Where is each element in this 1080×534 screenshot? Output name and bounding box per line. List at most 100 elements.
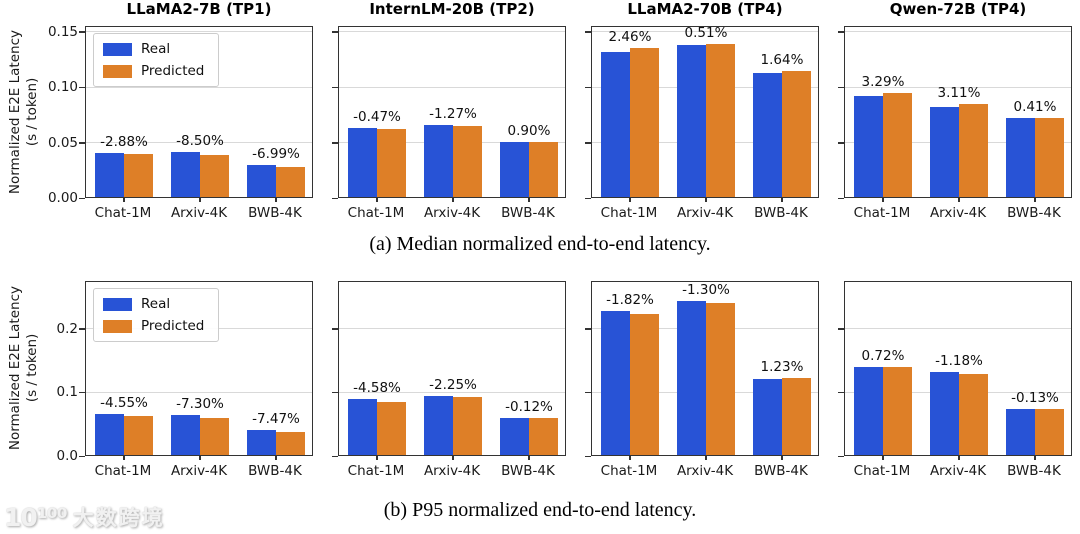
bar-real (854, 367, 883, 455)
y-axis-label-text: Normalized E2E Latency (s / token) (7, 286, 40, 451)
x-tick-label: Chat-1M (600, 205, 658, 221)
x-tick-label: Arxiv-4K (170, 463, 228, 479)
y-tick-mark (78, 197, 85, 199)
x-tick-label: Arxiv-4K (423, 205, 481, 221)
bar-real (95, 413, 124, 455)
y-tick-mark (331, 455, 338, 457)
watermark-text: 大数跨境 (72, 506, 165, 530)
y-tick-mark (584, 391, 591, 394)
chart-panel: 3.29% 3.11% 0.41% (837, 26, 1072, 202)
chart-panel: -1.82% -1.30% 1.23% (584, 281, 819, 460)
bar-predicted (706, 43, 735, 197)
x-tick-label: Arxiv-4K (423, 463, 481, 479)
y-tick-label: 0.10 (47, 79, 78, 96)
diff-label: 0.41% (1013, 99, 1057, 116)
watermark: 10¹⁰⁰ 大数跨境 (4, 502, 165, 532)
bar-predicted (1035, 118, 1064, 197)
diff-label: -4.58% (353, 380, 401, 396)
legend-label: Predicted (141, 318, 205, 334)
diff-label: -1.30% (682, 282, 730, 298)
diff-label: 2.46% (608, 29, 652, 46)
legend-swatch-real (103, 297, 132, 311)
bar-real (247, 430, 276, 455)
x-tick-label: Arxiv-4K (676, 205, 734, 221)
gridline (86, 86, 312, 88)
x-tick-label: BWB-4K (754, 205, 808, 221)
x-tick-label: Chat-1M (347, 463, 405, 479)
bar-predicted (276, 167, 305, 197)
bar-real (601, 311, 630, 455)
y-tick-mark (78, 328, 85, 330)
y-tick-mark (584, 31, 591, 33)
bar-real (930, 372, 959, 455)
y-tick-mark (584, 328, 591, 330)
x-tick-mark (629, 197, 631, 202)
x-tick-mark (958, 197, 960, 202)
bar-real (95, 152, 124, 197)
y-tick-mark (78, 142, 85, 144)
x-tick-mark (705, 197, 707, 202)
x-tick-mark (452, 455, 454, 460)
x-tick-mark (882, 455, 884, 460)
y-tick-mark (837, 328, 844, 330)
x-tick-mark (781, 455, 783, 460)
y-tick-mark (584, 455, 591, 457)
y-tick-label: 0.15 (47, 23, 78, 40)
legend-swatch-predicted (103, 319, 132, 333)
bar-real (424, 395, 453, 455)
x-tick-mark (629, 455, 631, 460)
y-tick-mark (837, 391, 844, 394)
legend-label: Real (141, 41, 171, 57)
y-tick-label: 0.2 (56, 320, 78, 337)
bar-predicted (529, 141, 558, 197)
bar-real (753, 72, 782, 197)
diff-label: -8.50% (176, 132, 224, 149)
y-tick-mark (584, 142, 591, 144)
y-tick-mark (331, 142, 338, 144)
x-tick-mark (528, 197, 530, 202)
bar-predicted (782, 378, 811, 455)
legend-label: Predicted (141, 63, 205, 79)
bar-predicted (453, 125, 482, 197)
bar-predicted (959, 103, 988, 197)
x-tick-label: BWB-4K (754, 463, 808, 479)
x-tick-label: BWB-4K (248, 205, 302, 221)
y-tick-mark (331, 31, 338, 33)
y-tick-mark (837, 455, 844, 457)
bar-real (348, 128, 377, 197)
bar-real (348, 399, 377, 455)
x-tick-mark (1034, 455, 1036, 460)
chart-panel: -2.88% -8.50% -6.99% Real Predicted (78, 26, 313, 202)
gridline (86, 391, 312, 393)
panel-title: Qwen-72B (TP4) (889, 0, 1027, 18)
x-tick-mark (882, 197, 884, 202)
y-tick-mark (837, 86, 844, 89)
diff-label: 3.11% (937, 84, 981, 101)
y-tick-mark (78, 86, 85, 89)
chart-panel: -4.58% -2.25% -0.12% (331, 281, 566, 460)
bar-real (247, 164, 276, 197)
chart-panel: -0.47% -1.27% 0.90% (331, 26, 566, 202)
diff-label: -0.12% (505, 399, 553, 416)
gridline (339, 31, 565, 33)
diff-label: -1.82% (606, 292, 654, 309)
diff-label: -4.55% (100, 394, 148, 411)
bar-real (171, 414, 200, 455)
y-tick-label: 0.05 (47, 134, 78, 151)
bar-real (677, 301, 706, 455)
x-tick-label: BWB-4K (1007, 463, 1061, 479)
bar-predicted (630, 48, 659, 197)
bar-predicted (706, 302, 735, 455)
x-tick-label: Chat-1M (94, 205, 152, 221)
y-tick-mark (78, 455, 85, 457)
bar-predicted (630, 313, 659, 455)
diff-label: -1.27% (429, 105, 477, 122)
y-tick-label: 0.00 (47, 190, 78, 206)
x-tick-label: Chat-1M (347, 205, 405, 221)
gridline (86, 31, 312, 33)
x-tick-label: BWB-4K (1007, 205, 1061, 221)
gridline (339, 86, 565, 88)
diff-label: -7.47% (252, 411, 300, 428)
legend-entry: Predicted (103, 318, 204, 334)
x-tick-label: BWB-4K (248, 463, 302, 479)
